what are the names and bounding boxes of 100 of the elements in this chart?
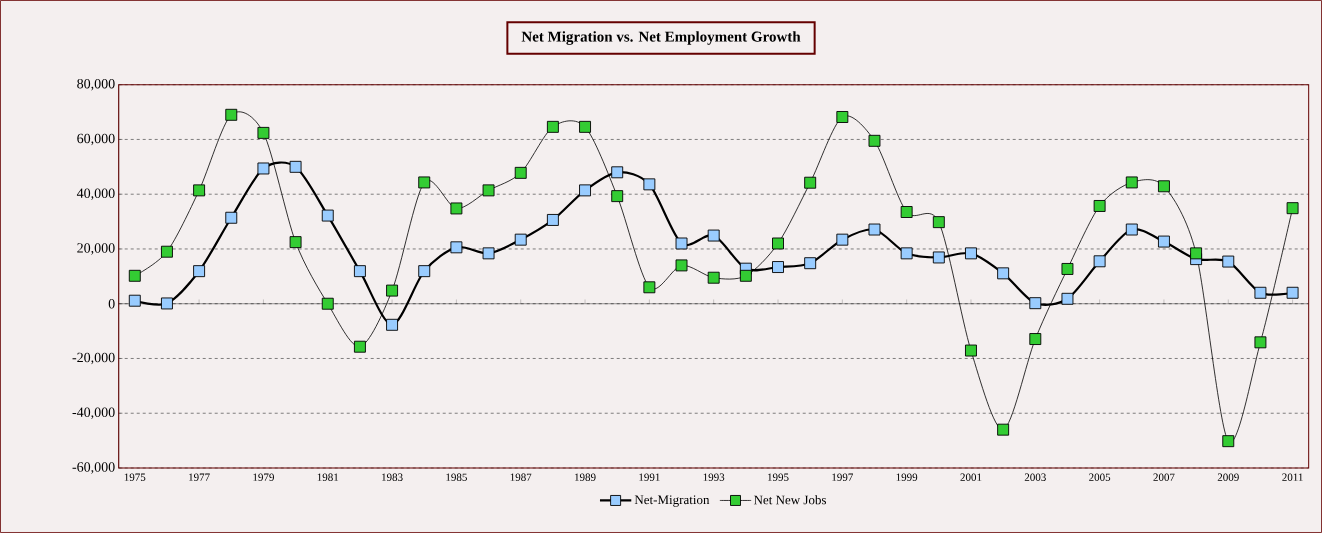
point bbox=[128, 269, 141, 282]
point bbox=[965, 247, 977, 260]
point bbox=[868, 223, 881, 236]
point bbox=[160, 245, 173, 258]
x-tick-label: 1985 bbox=[446, 473, 467, 481]
point bbox=[965, 344, 977, 357]
x-tick-label: 1979 bbox=[253, 473, 274, 481]
point bbox=[546, 214, 559, 226]
point bbox=[643, 178, 656, 191]
point bbox=[772, 261, 784, 273]
point bbox=[643, 281, 656, 294]
point bbox=[997, 267, 1010, 280]
x-tick-label: 1991 bbox=[639, 473, 660, 481]
point bbox=[193, 184, 206, 197]
point bbox=[836, 111, 849, 123]
point bbox=[739, 269, 752, 282]
point bbox=[1254, 286, 1267, 299]
y-tick-label: 80,000 bbox=[77, 78, 115, 91]
point bbox=[1125, 223, 1138, 236]
point bbox=[1029, 333, 1042, 345]
x-tick-label: 2007 bbox=[1153, 473, 1175, 481]
x-tick-label: 1993 bbox=[703, 473, 725, 481]
point bbox=[579, 120, 591, 133]
point bbox=[225, 211, 238, 224]
x-tick-label: 2011 bbox=[1282, 473, 1303, 481]
point bbox=[579, 184, 591, 197]
point bbox=[321, 209, 334, 222]
point bbox=[1061, 263, 1074, 275]
point bbox=[707, 229, 720, 242]
point bbox=[289, 160, 302, 173]
point bbox=[418, 265, 431, 278]
point bbox=[611, 166, 624, 179]
point bbox=[707, 271, 720, 284]
point bbox=[514, 166, 527, 179]
point bbox=[160, 297, 173, 310]
point bbox=[257, 162, 270, 175]
point bbox=[675, 237, 688, 250]
x-tick-label: 1995 bbox=[767, 473, 789, 481]
point bbox=[932, 216, 945, 229]
point bbox=[257, 126, 270, 139]
x-tick-label: 1999 bbox=[896, 473, 918, 481]
x-tick-label: 1997 bbox=[832, 473, 854, 481]
point bbox=[1222, 435, 1235, 448]
point bbox=[836, 233, 849, 246]
point bbox=[225, 108, 238, 121]
point bbox=[1157, 180, 1170, 193]
point bbox=[1222, 255, 1235, 268]
point bbox=[353, 340, 366, 353]
point bbox=[386, 318, 399, 331]
legend-label: Net-Migration bbox=[634, 495, 710, 507]
x-tick-label: 2001 bbox=[960, 473, 982, 481]
point bbox=[546, 120, 559, 133]
x-tick-label: 2005 bbox=[1089, 473, 1111, 481]
point bbox=[193, 265, 206, 278]
point bbox=[514, 233, 527, 246]
x-tick-label: 1975 bbox=[124, 473, 146, 481]
point bbox=[1254, 336, 1267, 349]
point bbox=[1093, 200, 1106, 212]
point bbox=[450, 241, 463, 254]
point bbox=[1125, 176, 1138, 189]
legend-label: Net New Jobs bbox=[753, 495, 827, 505]
point bbox=[1029, 297, 1042, 310]
point bbox=[997, 423, 1010, 436]
point bbox=[1061, 292, 1074, 305]
y-tick-label: 20,000 bbox=[77, 243, 115, 255]
x-tick-label: 1981 bbox=[317, 473, 339, 481]
y-tick-label: 60,000 bbox=[77, 133, 115, 146]
y-tick-label: 40,000 bbox=[76, 188, 115, 200]
y-tick-label: -60,000 bbox=[72, 462, 115, 474]
y-tick-label: -20,000 bbox=[72, 352, 115, 365]
point bbox=[128, 294, 141, 307]
x-tick-label: 1987 bbox=[510, 473, 532, 481]
point bbox=[1157, 235, 1170, 248]
point bbox=[868, 134, 881, 147]
x-tick-label: 2003 bbox=[1024, 473, 1046, 481]
point bbox=[418, 176, 431, 189]
point bbox=[900, 247, 913, 260]
point bbox=[1093, 255, 1106, 268]
point bbox=[772, 237, 784, 250]
point bbox=[804, 176, 817, 189]
point bbox=[900, 206, 913, 218]
point bbox=[611, 190, 624, 203]
point bbox=[1286, 202, 1299, 215]
point bbox=[450, 202, 463, 215]
point bbox=[482, 247, 495, 260]
point bbox=[932, 251, 945, 264]
x-tick-label: 1977 bbox=[189, 473, 210, 481]
point bbox=[804, 257, 817, 270]
point bbox=[1190, 247, 1203, 260]
y-tick-label: 0 bbox=[108, 299, 115, 309]
point bbox=[1286, 286, 1299, 299]
x-tick-label: 2009 bbox=[1217, 473, 1239, 481]
point bbox=[482, 184, 495, 197]
y-tick-label: -40,000 bbox=[72, 407, 115, 419]
chart-title: Net Migration vs. Net Employment Growth bbox=[521, 31, 801, 45]
point bbox=[675, 259, 688, 272]
x-tick-label: 1989 bbox=[575, 473, 596, 481]
point bbox=[289, 236, 302, 249]
point bbox=[353, 265, 366, 278]
x-tick-label: 1983 bbox=[382, 473, 403, 481]
